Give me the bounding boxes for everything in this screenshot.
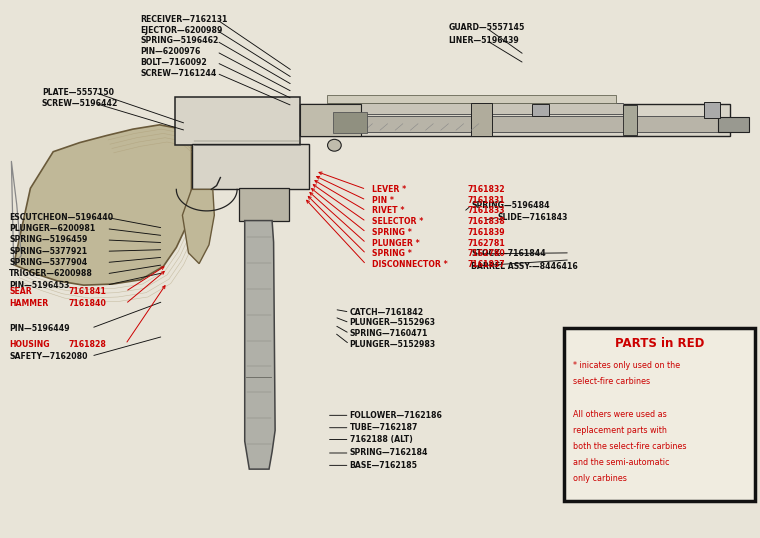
Bar xyxy=(300,104,361,136)
Bar xyxy=(333,112,367,133)
Text: PIN—5196449: PIN—5196449 xyxy=(9,324,70,332)
Text: 7162188 (ALT): 7162188 (ALT) xyxy=(350,435,413,444)
Text: PLUNGER—5152963: PLUNGER—5152963 xyxy=(350,318,435,327)
Text: PLUNGER—5152983: PLUNGER—5152983 xyxy=(350,340,435,349)
Text: DISCONNECTOR *: DISCONNECTOR * xyxy=(372,260,448,269)
Text: SCREW—5196442: SCREW—5196442 xyxy=(42,99,118,108)
Text: ESCUTCHEON—5196440: ESCUTCHEON—5196440 xyxy=(9,213,113,222)
Bar xyxy=(239,188,289,221)
Text: STOCK—7161844: STOCK—7161844 xyxy=(471,250,546,258)
Bar xyxy=(175,97,300,145)
Text: PARTS in RED: PARTS in RED xyxy=(615,337,705,350)
Text: EJECTOR—6200989: EJECTOR—6200989 xyxy=(141,26,223,34)
Text: TRIGGER—6200988: TRIGGER—6200988 xyxy=(9,270,93,278)
Text: SPRING—5377921: SPRING—5377921 xyxy=(9,247,87,256)
Text: 7161837: 7161837 xyxy=(467,260,505,269)
Ellipse shape xyxy=(328,139,341,151)
Text: LINER—5196439: LINER—5196439 xyxy=(448,36,519,45)
Text: RECEIVER—7162131: RECEIVER—7162131 xyxy=(141,15,228,24)
Polygon shape xyxy=(182,189,214,264)
Bar xyxy=(327,95,616,103)
Text: only carbines: only carbines xyxy=(573,475,627,483)
Text: SPRING—5196484: SPRING—5196484 xyxy=(471,201,549,210)
Text: 7161839: 7161839 xyxy=(467,228,505,237)
Polygon shape xyxy=(14,125,192,285)
Text: 7161838: 7161838 xyxy=(467,217,505,226)
Text: SAFETY—7162080: SAFETY—7162080 xyxy=(9,352,87,360)
Text: SLIDE—7161843: SLIDE—7161843 xyxy=(498,213,568,222)
Bar xyxy=(300,104,730,136)
Bar xyxy=(718,117,749,132)
Text: PIN *: PIN * xyxy=(372,196,394,204)
Bar xyxy=(564,328,755,501)
Text: RIVET *: RIVET * xyxy=(372,207,405,215)
Polygon shape xyxy=(245,221,275,469)
Text: 7161841: 7161841 xyxy=(68,287,106,296)
Text: SPRING *: SPRING * xyxy=(372,250,412,258)
Text: PLATE—5557150: PLATE—5557150 xyxy=(42,88,114,97)
Bar xyxy=(327,103,623,114)
Text: HOUSING: HOUSING xyxy=(9,340,49,349)
Text: and the semi-automatic: and the semi-automatic xyxy=(573,458,670,467)
Text: 7162781: 7162781 xyxy=(467,239,505,247)
Text: replacement parts with: replacement parts with xyxy=(573,426,667,435)
Text: 7161832: 7161832 xyxy=(467,185,505,194)
Text: PIN—5196453: PIN—5196453 xyxy=(9,281,69,289)
Text: SPRING—5196459: SPRING—5196459 xyxy=(9,236,87,244)
Text: BASE—7162185: BASE—7162185 xyxy=(350,461,417,470)
Text: FOLLOWER—7162186: FOLLOWER—7162186 xyxy=(350,411,442,420)
Text: BARREL ASSY-—8446416: BARREL ASSY-—8446416 xyxy=(471,262,578,271)
Text: select-fire carbines: select-fire carbines xyxy=(573,378,650,386)
Text: GUARD—5557145: GUARD—5557145 xyxy=(448,24,524,32)
Text: SPRING—5196462: SPRING—5196462 xyxy=(141,37,219,45)
Text: 7161831: 7161831 xyxy=(467,196,505,204)
Text: 7161833: 7161833 xyxy=(467,207,505,215)
Text: SELECTOR *: SELECTOR * xyxy=(372,217,424,226)
Text: PIN—6200976: PIN—6200976 xyxy=(141,47,201,56)
Bar xyxy=(623,105,637,134)
Text: PLUNGER—6200981: PLUNGER—6200981 xyxy=(9,224,95,233)
Text: BOLT—7160092: BOLT—7160092 xyxy=(141,58,207,67)
Bar xyxy=(471,103,492,136)
Text: LEVER *: LEVER * xyxy=(372,185,407,194)
Text: 7161840: 7161840 xyxy=(68,300,106,308)
Bar xyxy=(312,116,718,132)
Text: SPRING—7162184: SPRING—7162184 xyxy=(350,449,428,457)
Text: CATCH—7161842: CATCH—7161842 xyxy=(350,308,424,316)
Text: SEAR: SEAR xyxy=(9,287,32,296)
Bar xyxy=(532,104,549,116)
Text: * inicates only used on the: * inicates only used on the xyxy=(573,362,680,370)
Text: SPRING *: SPRING * xyxy=(372,228,412,237)
Text: All others were used as: All others were used as xyxy=(573,410,667,419)
Text: HAMMER: HAMMER xyxy=(9,300,49,308)
Bar xyxy=(704,102,720,118)
Text: 7162780: 7162780 xyxy=(467,250,505,258)
Text: SCREW—7161244: SCREW—7161244 xyxy=(141,69,217,77)
Text: SPRING—5377904: SPRING—5377904 xyxy=(9,258,87,267)
Text: TUBE—7162187: TUBE—7162187 xyxy=(350,423,418,432)
Text: PLUNGER *: PLUNGER * xyxy=(372,239,420,247)
Text: SPRING—7160471: SPRING—7160471 xyxy=(350,329,428,338)
Text: 7161828: 7161828 xyxy=(68,340,106,349)
Text: both the select-fire carbines: both the select-fire carbines xyxy=(573,442,686,451)
Bar xyxy=(192,144,309,189)
